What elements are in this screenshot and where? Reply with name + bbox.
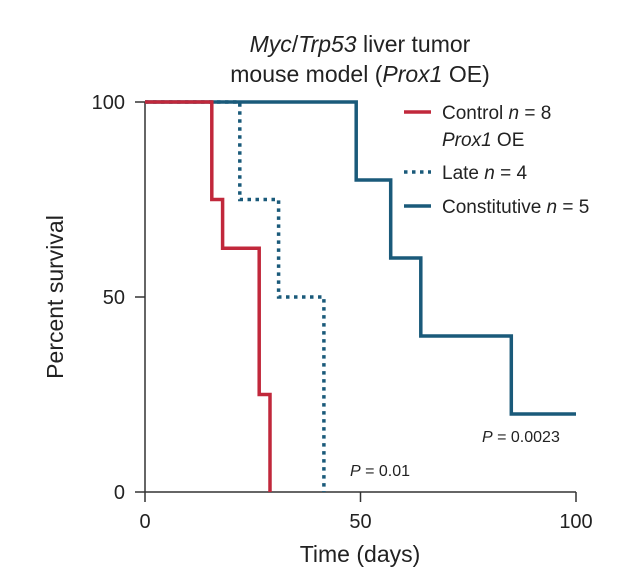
x-tick-label-100: 100 [559,511,592,533]
legend-label-late: Late n = 4 [442,163,527,184]
y-axis-title: Percent survival [42,215,68,379]
legend: Control n = 8 Prox1 OE Late n = 4 Consti… [404,103,589,218]
series-late-line [145,100,326,492]
x-tick-label-50: 50 [349,511,371,533]
chart-title-line-2: mouse model (Prox1 OE) [230,61,490,87]
series-control-line [145,100,272,492]
series-lines [145,100,576,492]
y-tick-label-0: 0 [114,482,125,504]
legend-label-control: Control n = 8 [442,103,551,124]
x-tick-label-0: 0 [139,511,150,533]
chart-title-line-1: Myc/Trp53 liver tumor [250,31,471,57]
series-constitutive-line [145,100,576,416]
y-tick-label-50: 50 [103,287,125,309]
x-axis-title: Time (days) [300,541,421,567]
legend-group-label: Prox1 OE [442,130,524,151]
legend-label-constitutive: Constitutive n = 5 [442,197,589,218]
p-value-constitutive: P = 0.0023 [482,429,560,446]
y-tick-label-100: 100 [92,92,125,114]
p-value-late: P = 0.01 [350,463,410,480]
